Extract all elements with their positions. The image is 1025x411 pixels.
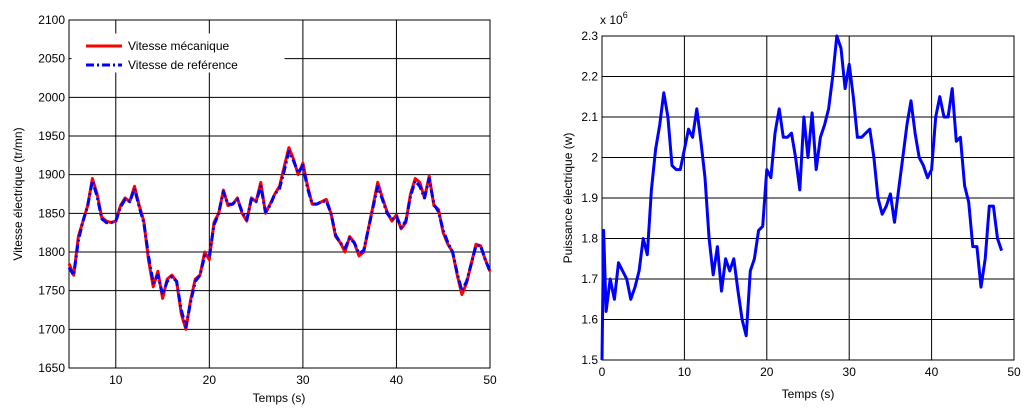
speed-ticks: 10 20 30 40 50 1650 1700 1750 1800 1850 1900 1950 20…	[38, 13, 497, 387]
speed-y-tick-label: 2000	[38, 90, 65, 104]
speed-y-tick-label: 2050	[38, 52, 65, 66]
speed-x-axis-label: Temps (s)	[253, 391, 306, 405]
speed-plot-area	[68, 19, 491, 369]
speed-y-tick-label: 1750	[38, 284, 65, 298]
power-y-tick-label: 2.3	[581, 29, 598, 43]
power-y-tick-label: 1.5	[581, 353, 598, 367]
speed-x-tick-label: 50	[483, 373, 497, 387]
speed-series-layer	[67, 146, 492, 331]
legend-entry-reference: Vitesse de reférence	[128, 58, 238, 72]
speed-y-tick-label: 1700	[38, 322, 65, 336]
speed-y-tick-label: 1900	[38, 168, 65, 182]
power-scale-exponent: 6	[623, 10, 628, 20]
power-y-tick-label: 1.7	[581, 272, 598, 286]
power-x-tick-label: 0	[599, 365, 606, 379]
power-y-axis-label: Puissance électrique (w)	[561, 133, 575, 264]
power-y-tick-label: 2.1	[581, 110, 598, 124]
power-y-tick-label: 1.8	[581, 232, 598, 246]
power-x-tick-label: 10	[678, 365, 692, 379]
power-chart: 0 10 20 30 40 50 1.5 1.6 1.7 1.8 1.9 2 2.1 2.2 2.3 Tem…	[561, 10, 1021, 401]
speed-x-tick-label: 40	[390, 373, 404, 387]
speed-legend: Vitesse mécanique Vitesse de reférence	[71, 33, 285, 73]
speed-x-tick-label: 30	[296, 373, 310, 387]
power-x-tick-label: 40	[925, 365, 939, 379]
power-x-tick-label: 50	[1007, 365, 1021, 379]
speed-grid	[69, 20, 490, 368]
power-scale-factor: x 106	[600, 10, 628, 27]
power-scale-base: x 10	[600, 13, 623, 27]
speed-series-line-1	[67, 150, 492, 329]
power-ticks: 0 10 20 30 40 50 1.5 1.6 1.7 1.8 1.9 2 2.1 2.2 2.3	[581, 29, 1021, 379]
speed-y-tick-label: 1650	[38, 361, 65, 375]
speed-y-tick-label: 1950	[38, 129, 65, 143]
power-series-line-0	[600, 34, 1004, 361]
power-y-tick-label: 1.9	[581, 191, 598, 205]
power-y-tick-label: 1.6	[581, 313, 598, 327]
legend-entry-mecanique: Vitesse mécanique	[128, 39, 230, 53]
power-y-tick-label: 2	[591, 151, 598, 165]
power-x-axis-label: Temps (s)	[782, 387, 835, 401]
speed-y-axis-label: Vitesse électrique (tr/mn)	[11, 127, 25, 260]
speed-y-tick-label: 1800	[38, 245, 65, 259]
speed-x-tick-label: 20	[203, 373, 217, 387]
speed-x-tick-label: 10	[109, 373, 123, 387]
power-x-tick-label: 20	[760, 365, 774, 379]
power-y-tick-label: 2.2	[581, 70, 598, 84]
power-x-tick-label: 30	[843, 365, 857, 379]
speed-y-tick-label: 2100	[38, 13, 65, 27]
speed-chart: 10 20 30 40 50 1650 1700 1750 1800 1850 1900 1950 20…	[11, 13, 497, 405]
power-series-layer	[600, 34, 1004, 361]
speed-y-tick-label: 1850	[38, 206, 65, 220]
